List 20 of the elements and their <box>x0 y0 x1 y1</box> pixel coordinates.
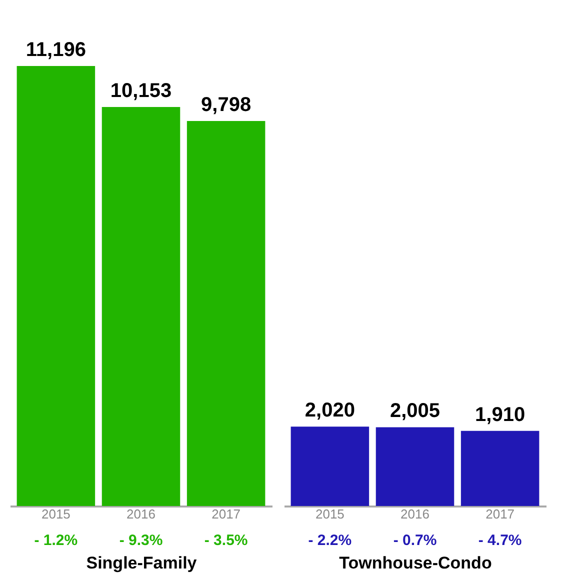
x-axis-title: Townhouse-Condo <box>339 554 492 572</box>
x-tick-label: 2016 <box>126 506 156 522</box>
text: - 2.2% <box>308 532 352 549</box>
data-label: 2,020 <box>304 400 355 422</box>
x-tick-label: 2016 <box>400 506 430 522</box>
text: - 1.2% <box>34 532 78 549</box>
data-label: 10,153 <box>110 80 172 102</box>
data-label: 2,005 <box>390 400 440 422</box>
text: - 3.5% <box>204 532 248 549</box>
data-label: 9,798 <box>201 94 252 116</box>
data-label: 1,910 <box>475 404 526 426</box>
data-label: 11,196 <box>26 39 86 61</box>
x-tick-label: 2015 <box>315 506 344 522</box>
text: - 9.3% <box>119 532 163 549</box>
x-axis-title: Single-Family <box>86 554 198 572</box>
x-tick-label: 2017 <box>486 506 515 522</box>
x-tick-label: 2017 <box>212 506 241 522</box>
text: - 0.7% <box>393 532 437 549</box>
text: - 4.7% <box>478 532 522 549</box>
x-tick-label: 2015 <box>41 506 70 522</box>
